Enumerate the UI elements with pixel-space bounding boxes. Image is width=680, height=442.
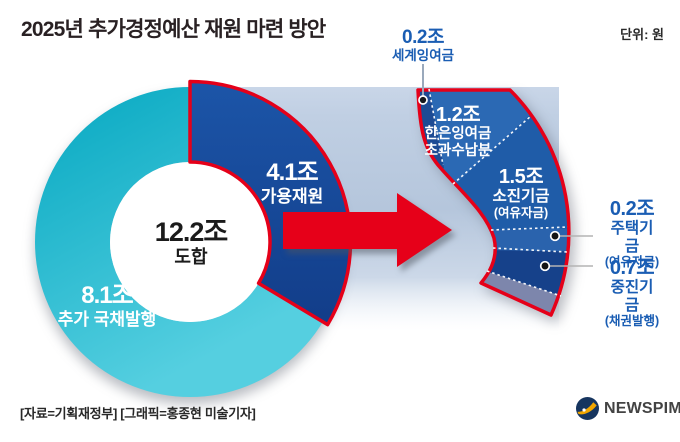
source-credit: [자료=기획재정부] [그래픽=홍종현 미술기자]: [20, 406, 256, 421]
label-connectors: [418, 64, 593, 272]
donut-segment-available-funds: [188, 79, 353, 327]
unit-label: 단위: 원: [620, 27, 664, 42]
pin-jungjin-fund: [539, 260, 551, 272]
newspim-logo-icon: [576, 397, 599, 420]
brand-logo: NEWSPIM: [576, 397, 680, 420]
label-jungjin-fund: 0.7조 중진기금 (채권발행): [604, 257, 660, 329]
pin-housing-fund: [549, 230, 561, 242]
pin-world-surplus: [418, 95, 428, 105]
brand-name: NEWSPIM: [604, 399, 680, 417]
label-housing-fund: 0.2조 주택기금 (여유자금): [604, 198, 660, 270]
label-bonds: 8.1조 추가 국채발행: [57, 282, 157, 329]
label-available-funds: 4.1조 가용재원: [260, 159, 324, 206]
arc-outline: [416, 88, 571, 317]
donut-hole: [110, 162, 270, 322]
arrow-right-icon: [283, 193, 452, 267]
label-sojin-fund: 1.5조 소진기금 (여유자금): [492, 166, 550, 220]
donut-center-label: 12.2조 도합: [154, 217, 228, 268]
label-bok-surplus: 1.2조 한은잉여금 초과수납분: [424, 104, 492, 159]
label-world-surplus: 0.2조 세계잉여금: [391, 27, 455, 64]
page-title: 2025년 추가경정예산 재원 마련 방안: [21, 18, 326, 41]
segment-dividers: [428, 88, 569, 297]
